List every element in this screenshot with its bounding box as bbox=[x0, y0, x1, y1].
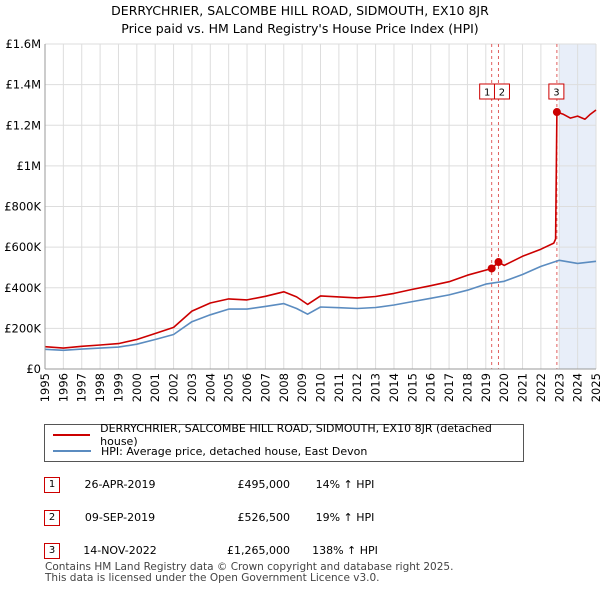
date-cell: 14-NOV-2022 bbox=[83, 544, 157, 557]
legend-item-property: DERRYCHRIER, SALCOMBE HILL ROAD, SIDMOUT… bbox=[53, 422, 523, 448]
x-tick-label: 2004 bbox=[203, 373, 217, 402]
x-tick-label: 2010 bbox=[314, 373, 328, 402]
table-row: 1 26-APR-2019 £495,000 14% ↑ HPI bbox=[40, 468, 400, 501]
y-tick-label: £1.2M bbox=[5, 118, 41, 132]
x-tick-label: 2013 bbox=[369, 373, 383, 402]
sale-label: 2 bbox=[499, 88, 505, 99]
x-tick-label: 1999 bbox=[111, 373, 125, 402]
chart-title-block: DERRYCHRIER, SALCOMBE HILL ROAD, SIDMOUT… bbox=[0, 2, 600, 38]
marker-badge: 2 bbox=[44, 509, 60, 526]
footer: Contains HM Land Registry data © Crown c… bbox=[45, 562, 453, 584]
price-chart: 1 2 3 £0 £200K £400K £600K £800K £1M £1.2M £1.4M £1… bbox=[4, 37, 600, 402]
x-tick-label: 1998 bbox=[93, 373, 107, 402]
y-tick-label: £200K bbox=[4, 321, 41, 335]
x-tick-label: 2005 bbox=[222, 373, 236, 402]
y-tick-label: £400K bbox=[4, 281, 41, 295]
sale-label: 1 bbox=[484, 88, 490, 99]
x-tick-label: 2011 bbox=[332, 373, 346, 402]
marker-badge: 3 bbox=[44, 542, 60, 559]
hpi-cell: 14% ↑ HPI bbox=[315, 478, 375, 491]
x-tick-label: 1995 bbox=[38, 373, 52, 402]
sale-label-box bbox=[493, 83, 510, 100]
x-tick-label: 2018 bbox=[460, 373, 474, 402]
x-tick-label: 2009 bbox=[295, 373, 309, 402]
x-tick-label: 2019 bbox=[479, 373, 493, 402]
x-tick-label: 1996 bbox=[56, 373, 70, 402]
y-tick-label: £0 bbox=[26, 362, 41, 376]
series-line-property bbox=[44, 109, 597, 349]
x-tick-label: 2024 bbox=[571, 373, 585, 402]
legend-label-hpi: HPI: Average price, detached house, East… bbox=[101, 444, 368, 458]
y-tick-label: £800K bbox=[4, 200, 41, 214]
legend-swatch-hpi bbox=[53, 450, 91, 452]
hpi-cell: 138% ↑ HPI bbox=[312, 544, 378, 557]
x-tick-label: 2000 bbox=[130, 373, 144, 402]
x-tick-label: 2003 bbox=[185, 373, 199, 402]
legend-item-hpi: HPI: Average price, detached house, East… bbox=[53, 443, 367, 459]
sale-point bbox=[494, 258, 503, 267]
y-tick-label: £600K bbox=[4, 240, 41, 254]
y-tick-label: £1M bbox=[16, 159, 41, 173]
y-tick-label: £1.4M bbox=[5, 78, 41, 92]
x-tick-label: 2001 bbox=[148, 373, 162, 402]
x-tick-label: 2006 bbox=[240, 373, 254, 402]
chart-subtitle: Price paid vs. HM Land Registry's House … bbox=[121, 21, 479, 36]
footer-copyright: Contains HM Land Registry data © Crown c… bbox=[45, 561, 454, 573]
chart-title: DERRYCHRIER, SALCOMBE HILL ROAD, SIDMOUT… bbox=[111, 3, 489, 18]
series-line-hpi bbox=[44, 259, 597, 352]
x-tick-label: 2025 bbox=[589, 373, 600, 402]
x-tick-label: 2021 bbox=[516, 373, 530, 402]
legend-label-property: DERRYCHRIER, SALCOMBE HILL ROAD, SIDMOUT… bbox=[100, 422, 492, 448]
x-tick-label: 2016 bbox=[424, 373, 438, 402]
x-tick-label: 2017 bbox=[442, 373, 456, 402]
x-tick-label: 2014 bbox=[387, 373, 401, 402]
marker-cell: 2 bbox=[40, 501, 60, 534]
transactions-table: 1 26-APR-2019 £495,000 14% ↑ HPI 2 09-SE… bbox=[40, 468, 400, 567]
sale-point bbox=[487, 264, 496, 273]
x-tick-label: 1997 bbox=[75, 373, 89, 402]
legend-swatch-property bbox=[53, 434, 91, 436]
date-cell: 09-SEP-2019 bbox=[84, 511, 156, 524]
price-cell: £526,500 bbox=[237, 511, 291, 524]
legend: DERRYCHRIER, SALCOMBE HILL ROAD, SIDMOUT… bbox=[44, 422, 524, 462]
footer-licence: This data is licensed under the Open Gov… bbox=[45, 572, 380, 584]
hpi-cell: 19% ↑ HPI bbox=[315, 511, 375, 524]
x-tick-label: 2022 bbox=[534, 373, 548, 402]
price-cell: £495,000 bbox=[237, 478, 291, 491]
sale-point bbox=[552, 108, 561, 117]
table-row: 2 09-SEP-2019 £526,500 19% ↑ HPI bbox=[40, 501, 400, 534]
x-tick-label: 2007 bbox=[258, 373, 272, 402]
x-tick-label: 2020 bbox=[497, 373, 511, 402]
price-cell: £1,265,000 bbox=[227, 544, 290, 557]
table-row: 3 14-NOV-2022 £1,265,000 138% ↑ HPI bbox=[40, 534, 400, 567]
sale-label-box bbox=[548, 83, 565, 100]
sale-label: 3 bbox=[553, 88, 559, 99]
marker-badge: 1 bbox=[44, 476, 60, 493]
x-tick-label: 2008 bbox=[277, 373, 291, 402]
y-tick-label: £1.6M bbox=[5, 37, 41, 51]
x-tick-label: 2002 bbox=[167, 373, 181, 402]
marker-cell: 3 bbox=[40, 534, 60, 567]
marker-cell: 1 bbox=[40, 468, 60, 501]
x-tick-label: 2023 bbox=[552, 373, 566, 402]
x-tick-label: 2015 bbox=[405, 373, 419, 402]
date-cell: 26-APR-2019 bbox=[84, 478, 156, 491]
x-tick-label: 2012 bbox=[350, 373, 364, 402]
